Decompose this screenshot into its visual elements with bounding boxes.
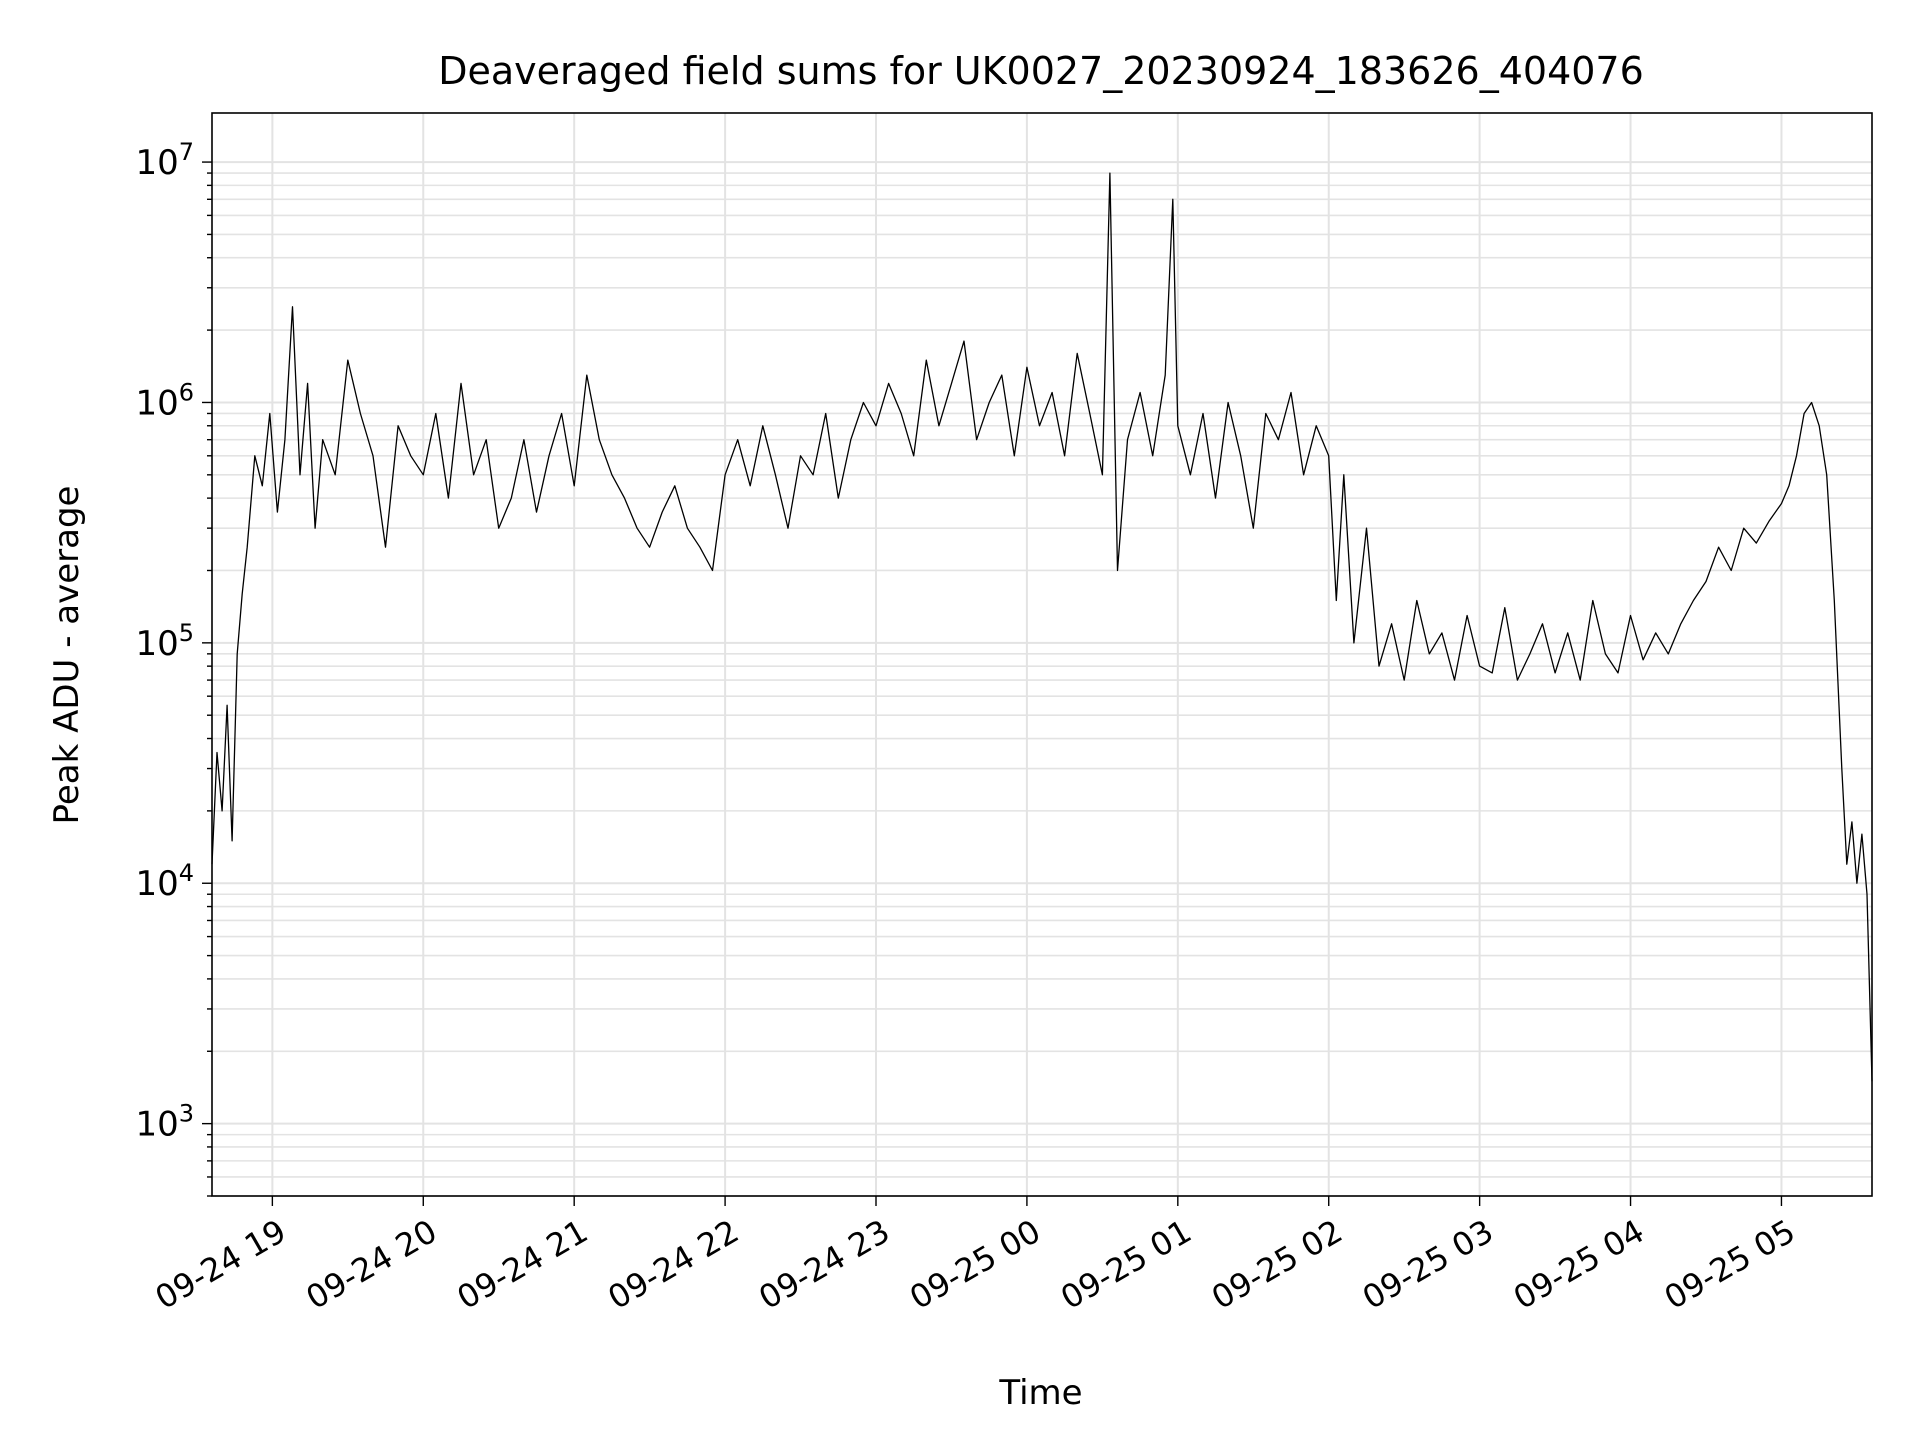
y-axis-label: Peak ADU - average [47,486,87,825]
grid [212,113,1872,1197]
y-tick-label: 103 [135,1100,194,1145]
chart-title: Deaveraged field sums for UK0027_2023092… [438,49,1644,93]
y-tick-label: 104 [135,859,194,904]
series-layer [211,172,1873,1082]
y-tick-label: 107 [135,138,194,183]
x-axis-label: Time [998,1373,1082,1413]
y-tick-label: 105 [135,619,194,664]
y-tick-label: 106 [135,378,194,423]
y-ticks: 103 104 105 106 107 [135,138,212,1197]
series-line [211,172,1873,1082]
